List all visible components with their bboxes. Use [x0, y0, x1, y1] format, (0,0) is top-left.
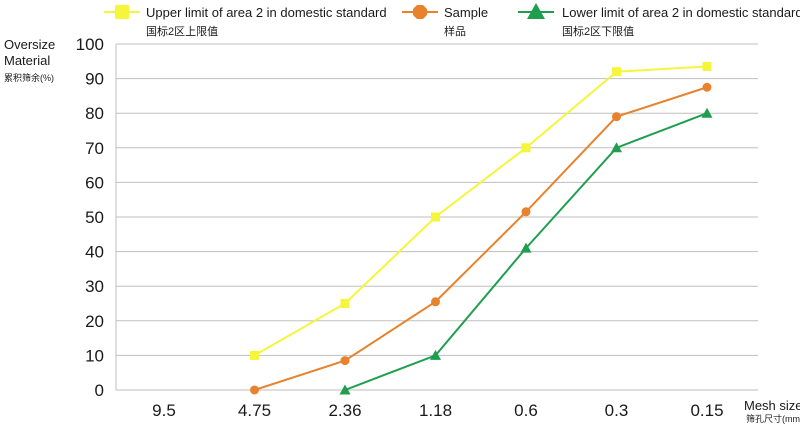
legend-item-lower-limit: Lower limit of area 2 in domestic standa…	[518, 3, 800, 38]
legend-marker-octagon	[413, 5, 427, 19]
data-point-s1-0-3	[612, 112, 621, 122]
data-point-s0-0-3	[612, 67, 621, 77]
data-point-s0-1-18	[431, 212, 440, 222]
x-tick-label-0-3: 0.3	[605, 401, 629, 420]
data-point-s2-0-3	[611, 142, 622, 153]
y-tick-label-30: 30	[85, 277, 104, 296]
data-point-s1-4-75	[250, 385, 259, 395]
legend-label-sample-zh: 样品	[444, 24, 466, 38]
legend-item-upper-limit: Upper limit of area 2 in domestic standa…	[104, 5, 387, 38]
series-lines	[254, 65, 708, 391]
x-tick-label-9-5: 9.5	[152, 401, 176, 420]
legend-marker-square	[115, 5, 129, 19]
x-axis-title-sub: 筛孔尺寸(mm)	[746, 413, 800, 424]
data-point-s0-0-6	[521, 143, 531, 153]
legend-label-upper-limit-zh: 国标2区上限值	[146, 24, 218, 38]
data-point-s0-4-75	[250, 350, 259, 360]
legend: Upper limit of area 2 in domestic standa…	[104, 3, 800, 38]
y-tick-label-0: 0	[95, 381, 104, 400]
x-tick-label-2-36: 2.36	[328, 401, 361, 420]
y-tick-label-10: 10	[85, 346, 104, 365]
legend-label-lower-limit: Lower limit of area 2 in domestic standa…	[562, 5, 800, 20]
series-markers	[250, 61, 713, 395]
x-tick-label-4-75: 4.75	[238, 401, 271, 420]
data-point-s2-0-15	[701, 107, 713, 118]
y-tick-label-90: 90	[85, 70, 104, 89]
y-tick-label-50: 50	[85, 208, 104, 227]
data-point-s2-0-6	[520, 242, 532, 253]
y-tick-label-70: 70	[85, 139, 104, 158]
legend-label-lower-limit-zh: 国标2区下限值	[562, 24, 634, 38]
y-tick-label-80: 80	[85, 104, 104, 123]
data-point-s2-1-18	[430, 349, 441, 360]
y-axis-title-line-2: Material	[4, 53, 50, 68]
y-tick-label-60: 60	[85, 173, 104, 192]
y-tick-label-40: 40	[85, 243, 104, 262]
data-point-s1-0-15	[702, 82, 712, 92]
data-point-s0-0-15	[702, 61, 712, 71]
y-axis-title-line-1: Oversize	[4, 37, 55, 52]
x-axis-ticks: 9.5 4.75 2.36 1.18 0.6 0.3 0.15	[152, 401, 723, 420]
y-axis-title-sub: 累积筛余(%)	[4, 72, 54, 83]
data-point-s1-0-6	[521, 207, 531, 217]
series-line-0	[254, 65, 708, 357]
data-point-s0-2-36	[340, 299, 350, 308]
legend-label-sample: Sample	[444, 5, 488, 20]
x-axis-title: Mesh size	[744, 398, 800, 413]
legend-item-sample: Sample 样品	[402, 5, 488, 38]
y-tick-label-20: 20	[85, 312, 104, 331]
series-line-1	[254, 86, 708, 391]
y-tick-label-100: 100	[76, 35, 104, 54]
x-tick-label-0-15: 0.15	[690, 401, 723, 420]
data-point-s1-2-36	[340, 356, 350, 366]
x-tick-label-1-18: 1.18	[419, 401, 452, 420]
y-axis-ticks: 0 10 20 30 40 50 60 70 80 90 100	[76, 35, 104, 400]
x-tick-label-0-6: 0.6	[514, 401, 538, 420]
legend-label-upper-limit: Upper limit of area 2 in domestic standa…	[146, 5, 387, 20]
data-point-s2-2-36	[339, 384, 351, 395]
data-point-s1-1-18	[431, 297, 440, 307]
legend-marker-triangle	[527, 3, 545, 19]
